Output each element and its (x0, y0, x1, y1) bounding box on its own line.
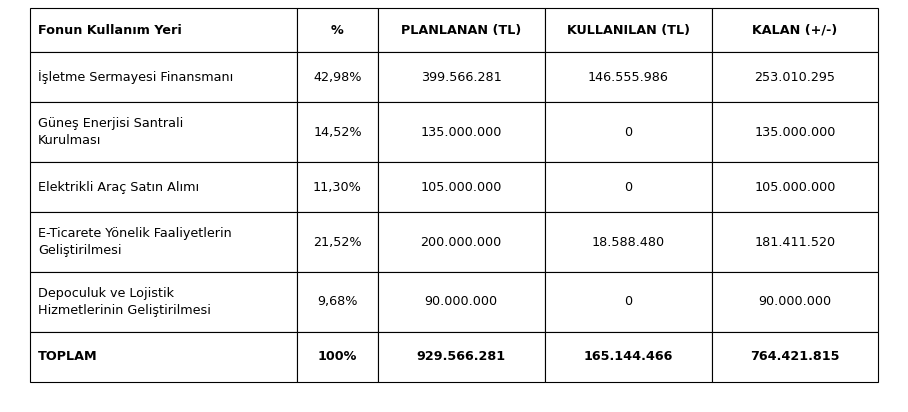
Text: 0: 0 (624, 295, 632, 309)
Text: TOPLAM: TOPLAM (38, 351, 98, 363)
Text: 135.000.000: 135.000.000 (755, 126, 835, 139)
Text: PLANLANAN (TL): PLANLANAN (TL) (401, 23, 521, 37)
Text: 253.010.295: 253.010.295 (755, 71, 835, 84)
Text: Güneş Enerjisi Santrali
Kurulması: Güneş Enerjisi Santrali Kurulması (38, 117, 183, 147)
Bar (712, 162, 878, 212)
Text: Fonun Kullanım Yeri: Fonun Kullanım Yeri (38, 23, 182, 37)
Bar (712, 52, 878, 103)
Bar (297, 103, 378, 162)
Bar (545, 162, 712, 212)
Text: 105.000.000: 105.000.000 (755, 181, 835, 194)
Text: 90.000.000: 90.000.000 (758, 295, 832, 309)
Text: 929.566.281: 929.566.281 (417, 351, 506, 363)
Text: 181.411.520: 181.411.520 (755, 236, 835, 249)
Text: KALAN (+/-): KALAN (+/-) (752, 23, 837, 37)
Bar (378, 8, 545, 52)
Bar (545, 272, 712, 332)
Bar (297, 212, 378, 272)
Bar (712, 8, 878, 52)
Text: 11,30%: 11,30% (313, 181, 361, 194)
Text: 146.555.986: 146.555.986 (587, 71, 668, 84)
Bar (378, 162, 545, 212)
Bar (378, 103, 545, 162)
Bar (297, 8, 378, 52)
Text: KULLANILAN (TL): KULLANILAN (TL) (567, 23, 690, 37)
Bar (545, 8, 712, 52)
Text: 42,98%: 42,98% (313, 71, 361, 84)
Bar (30, 212, 297, 272)
Text: Depoculuk ve Lojistik
Hizmetlerinin Geliştirilmesi: Depoculuk ve Lojistik Hizmetlerinin Geli… (38, 287, 211, 317)
Bar (378, 52, 545, 103)
Text: 100%: 100% (318, 351, 357, 363)
Bar (297, 272, 378, 332)
Text: Elektrikli Araç Satın Alımı: Elektrikli Araç Satın Alımı (38, 181, 199, 194)
Text: 9,68%: 9,68% (317, 295, 358, 309)
Bar (712, 103, 878, 162)
Bar (297, 162, 378, 212)
Text: E-Ticarete Yönelik Faaliyetlerin
Geliştirilmesi: E-Ticarete Yönelik Faaliyetlerin Gelişti… (38, 227, 232, 257)
Bar (545, 103, 712, 162)
Bar (545, 52, 712, 103)
Bar (378, 272, 545, 332)
Bar (30, 162, 297, 212)
Text: 0: 0 (624, 181, 632, 194)
Bar (545, 332, 712, 382)
Text: %: % (331, 23, 344, 37)
Text: 18.588.480: 18.588.480 (592, 236, 665, 249)
Bar (712, 332, 878, 382)
Bar (712, 272, 878, 332)
Text: 165.144.466: 165.144.466 (584, 351, 673, 363)
Text: 0: 0 (624, 126, 632, 139)
Text: 14,52%: 14,52% (313, 126, 361, 139)
Bar (378, 212, 545, 272)
Bar (712, 212, 878, 272)
Text: 200.000.000: 200.000.000 (420, 236, 502, 249)
Bar (297, 52, 378, 103)
Bar (297, 332, 378, 382)
Text: 399.566.281: 399.566.281 (420, 71, 501, 84)
Bar (30, 8, 297, 52)
Text: İşletme Sermayesi Finansmanı: İşletme Sermayesi Finansmanı (38, 70, 233, 84)
Text: 135.000.000: 135.000.000 (420, 126, 502, 139)
Bar (30, 103, 297, 162)
Text: 90.000.000: 90.000.000 (425, 295, 498, 309)
Bar (30, 272, 297, 332)
Text: 21,52%: 21,52% (313, 236, 361, 249)
Text: 764.421.815: 764.421.815 (750, 351, 840, 363)
Text: 105.000.000: 105.000.000 (420, 181, 502, 194)
Bar (378, 332, 545, 382)
Bar (30, 332, 297, 382)
Bar (30, 52, 297, 103)
Bar (545, 212, 712, 272)
